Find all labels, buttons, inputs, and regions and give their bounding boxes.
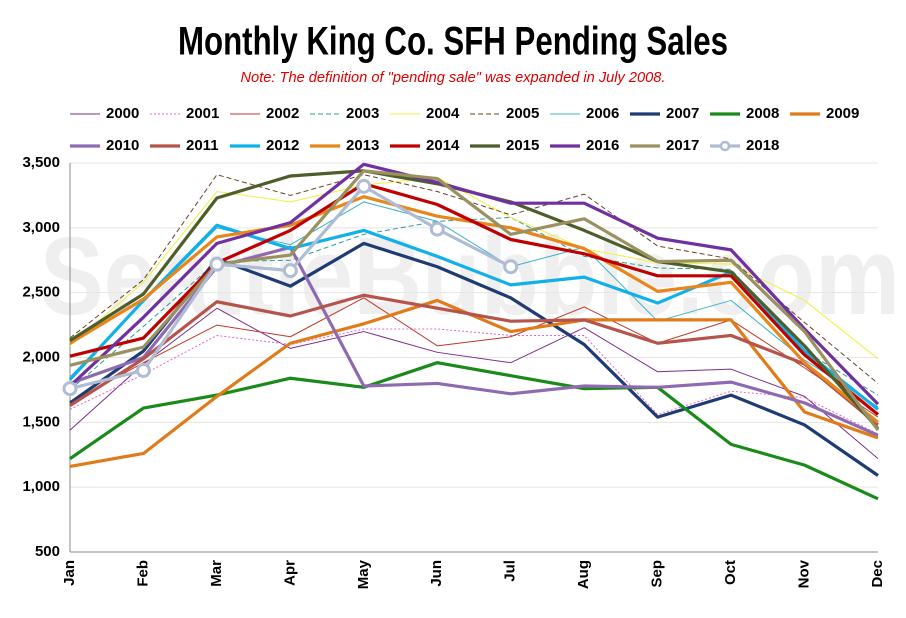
legend-label: 2000: [106, 105, 139, 122]
legend-label: 2012: [266, 137, 299, 154]
legend-label: 2002: [266, 105, 299, 122]
y-tick-label: 500: [35, 543, 60, 560]
legend-label: 2004: [426, 105, 460, 122]
x-tick-label: Aug: [575, 560, 592, 589]
legend-label: 2001: [186, 105, 219, 122]
series-line: [69, 297, 879, 418]
series-line: [69, 182, 880, 416]
y-tick-label: 2,500: [22, 284, 60, 301]
y-tick-label: 1,500: [22, 413, 60, 430]
legend-label: 2010: [106, 137, 139, 154]
x-tick-label: Oct: [722, 560, 739, 585]
legend-label: 2017: [666, 137, 699, 154]
legend-label: 2003: [346, 105, 379, 122]
series-line: [69, 293, 880, 427]
series-line: [69, 169, 880, 432]
x-tick-label: Dec: [869, 560, 886, 588]
x-tick-label: Sep: [649, 560, 666, 588]
series-line: [69, 361, 879, 501]
x-tick-label: Nov: [796, 559, 813, 588]
series-marker: [282, 263, 298, 279]
y-tick-label: 1,000: [22, 478, 60, 495]
series-line: [69, 307, 879, 460]
x-tick-label: Feb: [134, 560, 151, 587]
x-tick-label: Jan: [61, 560, 78, 586]
legend-label: 2008: [746, 105, 779, 122]
legend-label: 2007: [666, 105, 699, 122]
chart-title: Monthly King Co. SFH Pending Sales: [178, 20, 728, 64]
series-line: [69, 201, 879, 408]
x-tick-label: Mar: [208, 560, 225, 587]
series-line: [69, 174, 879, 384]
series-marker: [209, 256, 225, 272]
legend-label: 2011: [186, 137, 219, 154]
series-line: [68, 162, 880, 406]
y-tick-label: 3,000: [22, 219, 60, 236]
series-marker: [356, 178, 372, 194]
legend-label: 2018: [746, 137, 779, 154]
x-tick-label: May: [355, 559, 372, 589]
legend-marker: [719, 140, 731, 152]
x-tick-label: Apr: [281, 560, 298, 586]
y-tick-label: 2,000: [22, 348, 60, 365]
x-tick-label: Jul: [502, 560, 519, 582]
chart-subtitle: Note: The definition of "pending sale" w…: [241, 69, 666, 86]
y-tick-label: 3,500: [22, 154, 60, 171]
series-marker: [135, 362, 151, 378]
legend-label: 2014: [426, 137, 460, 154]
x-tick-label: Jun: [428, 560, 445, 587]
series-marker: [503, 259, 519, 275]
legend-label: 2016: [586, 137, 619, 154]
legend-label: 2009: [826, 105, 859, 122]
legend-label: 2006: [586, 105, 619, 122]
legend-label: 2015: [506, 137, 539, 154]
series-marker: [62, 381, 78, 397]
legend-label: 2013: [346, 137, 379, 154]
legend-label: 2005: [506, 105, 539, 122]
series-marker: [429, 221, 445, 237]
